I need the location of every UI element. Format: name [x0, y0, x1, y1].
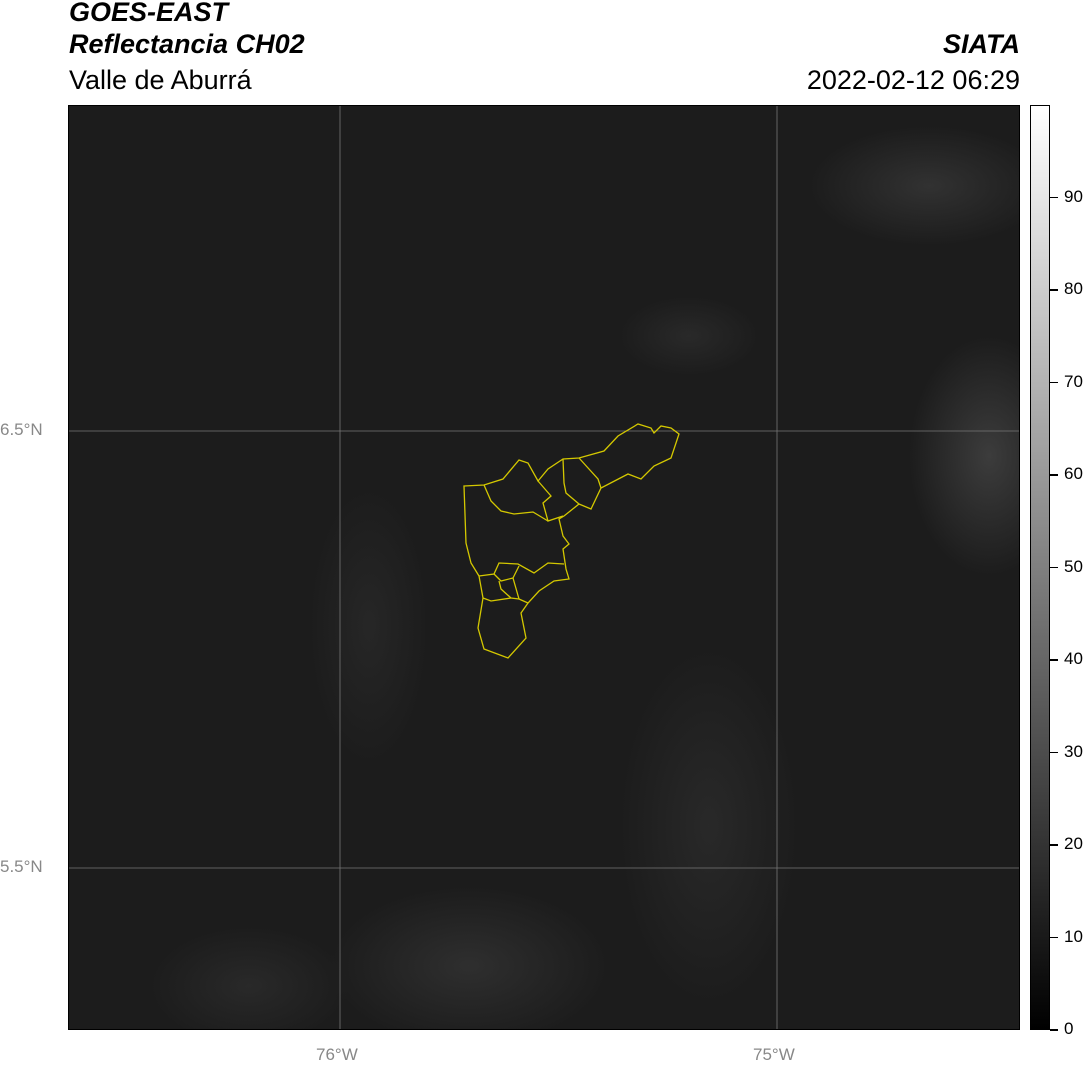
satellite-map[interactable] — [68, 105, 1020, 1030]
lat-tick: 5.5°N — [0, 857, 43, 876]
colorbar-tick-mark — [1050, 381, 1058, 383]
lon-tick: 75°W — [753, 1045, 795, 1064]
colorbar-tick-label: 70 — [1064, 371, 1083, 391]
colorbar-tick-mark — [1050, 936, 1058, 938]
municipality-line — [483, 484, 549, 522]
municipality-line — [478, 562, 565, 577]
municipality-boundaries — [463, 423, 680, 659]
colorbar-tick-label: 90 — [1064, 186, 1083, 206]
lon-tick: 76°W — [316, 1045, 358, 1064]
valle-aburra-outline — [463, 423, 680, 659]
municipality-line — [482, 597, 512, 602]
title-satellite: GOES-EAST — [69, 0, 229, 27]
municipality-line — [578, 457, 602, 489]
lat-tick: 6.5°N — [0, 420, 43, 439]
colorbar-tick-label: 20 — [1064, 834, 1083, 853]
colorbar-tick-label: 10 — [1064, 926, 1083, 946]
colorbar-tick-label: 40 — [1064, 649, 1083, 668]
colorbar-tick-mark — [1050, 196, 1058, 198]
municipality-line — [537, 480, 564, 522]
colorbar-tick-mark — [1050, 474, 1058, 476]
brand-label: SIATA — [943, 29, 1020, 59]
municipality-line — [493, 565, 520, 582]
colorbar-tick-mark — [1050, 659, 1058, 661]
municipality-line — [512, 577, 520, 600]
colorbar-tick-label: 80 — [1064, 279, 1083, 298]
title-product: Reflectancia CH02 — [69, 29, 305, 59]
colorbar-tick-label: 50 — [1064, 556, 1083, 576]
colorbar-tick-mark — [1050, 566, 1058, 568]
subtitle-region: Valle de Aburrá — [69, 65, 252, 95]
municipality-line — [562, 458, 580, 505]
colorbar-tick-mark — [1050, 1029, 1058, 1031]
colorbar — [1030, 105, 1050, 1030]
gridlines — [69, 106, 1019, 1029]
colorbar-tick-mark — [1050, 751, 1058, 753]
colorbar-tick-label: 60 — [1064, 464, 1083, 483]
datetime-label: 2022-02-12 06:29 — [806, 65, 1020, 95]
colorbar-tick-mark — [1050, 289, 1058, 291]
colorbar-tick-label: 30 — [1064, 741, 1083, 761]
colorbar-tick-mark — [1050, 844, 1058, 846]
colorbar-tick-label: 0 — [1064, 1019, 1074, 1038]
